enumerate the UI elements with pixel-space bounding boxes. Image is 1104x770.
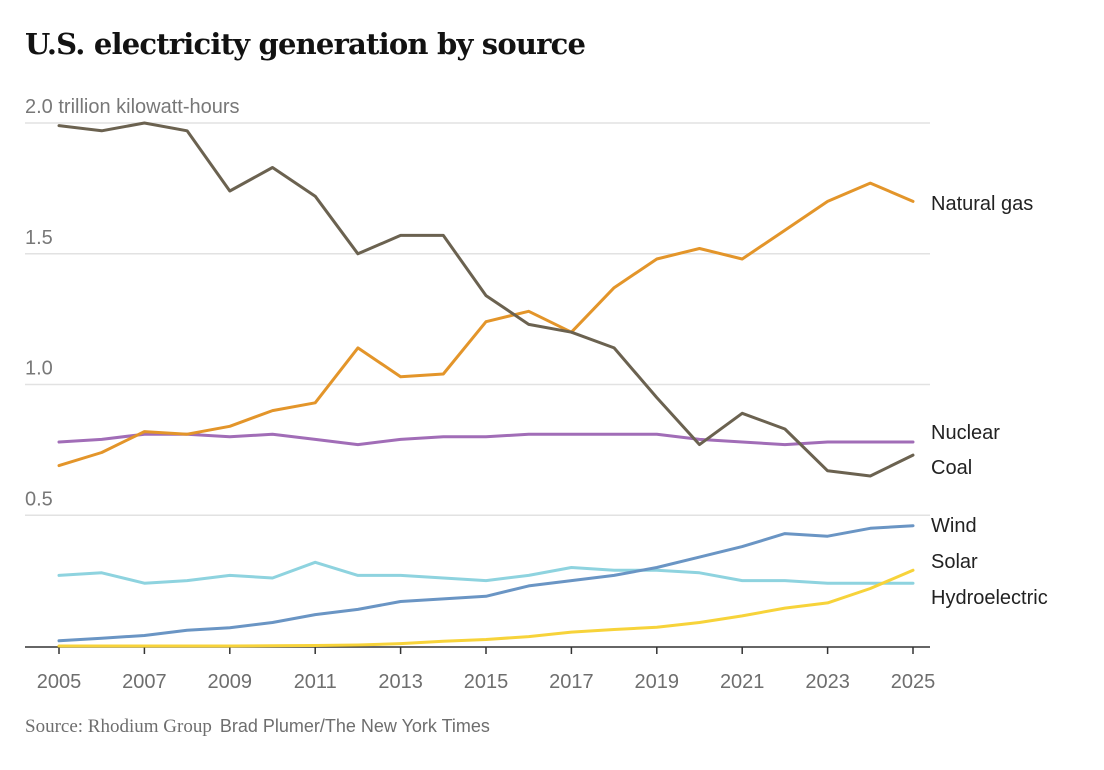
x-tick-label: 2025 [891, 671, 936, 693]
x-tick-label: 2017 [549, 671, 594, 693]
x-axis: 2005 2007 2009 2011 2013 2015 2017 2019 2021 2023… [25, 646, 936, 693]
y-axis-labels: 2.0 trillion kilowatt-hours 1.5 1.0 0.5 [25, 96, 240, 510]
y-tick-label: 1.5 [25, 227, 53, 249]
series-line-wind [57, 524, 915, 643]
series-label-natural-gas: Natural gas [931, 193, 1033, 215]
series-line-coal [57, 121, 915, 478]
chart-title: U.S. electricity generation by source [25, 27, 586, 61]
y-tick-label: 1.0 [25, 358, 53, 380]
series-line-solar [57, 568, 915, 648]
x-tick-label: 2007 [122, 671, 167, 693]
x-tick-label: 2011 [294, 671, 337, 693]
x-tick-label: 2015 [464, 671, 509, 693]
series-labels: Natural gas Nuclear Coal Wind Solar Hydroelec… [931, 193, 1048, 609]
series-label-nuclear: Nuclear [931, 422, 1000, 444]
x-tick-label: 2005 [37, 671, 82, 693]
series-label-wind: Wind [931, 515, 977, 537]
series-label-hydroelectric: Hydroelectric [931, 587, 1048, 609]
gridlines [25, 122, 930, 516]
series-label-coal: Coal [931, 457, 972, 479]
credit-text: Brad Plumer/The New York Times [219, 716, 490, 736]
x-tick-label: 2021 [720, 671, 765, 693]
x-tick-label: 2009 [208, 671, 253, 693]
source-note: Source: Rhodium Group Brad Plumer/The New… [25, 716, 490, 738]
x-tick-label: 2019 [635, 671, 680, 693]
series-lines [57, 121, 915, 648]
x-tick-label: 2023 [805, 671, 850, 693]
y-tick-label: 0.5 [25, 488, 53, 510]
series-line-hydroelectric [57, 560, 915, 585]
series-line-nuclear [57, 432, 915, 447]
x-tick-label: 2013 [378, 671, 423, 693]
series-line-natural-gas [57, 181, 915, 468]
source-text: Source: Rhodium Group [25, 716, 212, 737]
y-tick-label: 2.0 trillion kilowatt-hours [25, 96, 240, 118]
series-label-solar: Solar [931, 551, 978, 573]
